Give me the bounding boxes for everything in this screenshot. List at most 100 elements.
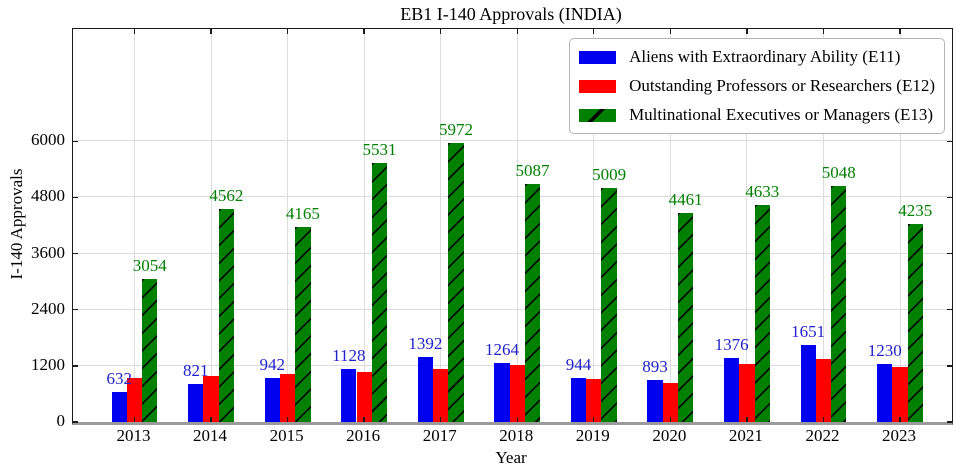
x-tick-bottom-icon <box>286 417 289 422</box>
gridline-vertical <box>822 29 824 422</box>
x-tick-label: 2016 <box>346 426 381 445</box>
gridline-vertical <box>899 29 901 422</box>
bar-e13-2019 <box>601 187 617 422</box>
bar-value-label: 942 <box>259 354 286 374</box>
bar-value-label: 4235 <box>898 200 933 220</box>
gridline-vertical <box>669 29 671 422</box>
x-tick-label: 2020 <box>652 426 687 445</box>
bar-e11-2022 <box>800 344 816 422</box>
bar-e13-2018 <box>524 184 541 422</box>
x-tick-top-icon <box>822 29 825 34</box>
x-tick-label: 2015 <box>269 426 304 445</box>
bar-value-label: 1128 <box>332 346 366 366</box>
bar-e11-2020 <box>647 380 663 422</box>
bar-value-label: 4165 <box>285 204 320 224</box>
y-tick-right-icon <box>947 140 952 142</box>
bar-e13-2017 <box>448 142 464 422</box>
bar-value-label: 821 <box>183 360 209 380</box>
bar-value-label: 632 <box>106 369 132 389</box>
gridline-vertical <box>746 29 748 422</box>
y-tick-label: 1200 <box>31 354 65 374</box>
legend: Aliens with Extraordinary Ability (E11) O… <box>569 38 945 135</box>
bar-e13-2021 <box>754 205 770 422</box>
x-tick-label: 2019 <box>575 426 610 445</box>
legend-swatch-e13-icon <box>579 108 617 122</box>
gridline-vertical <box>134 29 135 422</box>
x-tick-label: 2018 <box>499 426 534 445</box>
x-tick-top-icon <box>593 29 595 34</box>
bar-value-label: 893 <box>642 357 668 377</box>
y-tick-left-icon <box>73 252 78 255</box>
x-tick-label: 2021 <box>728 426 763 445</box>
bar-e12-2022 <box>815 358 832 422</box>
x-tick-top-icon <box>363 29 365 34</box>
y-tick-left-icon <box>73 196 78 199</box>
y-tick-label: 4800 <box>31 186 65 206</box>
gridline-horizontal <box>73 308 952 310</box>
x-tick-top-icon <box>669 29 672 34</box>
bar-e13-2013 <box>142 279 158 422</box>
y-tick-label: 6000 <box>31 130 65 150</box>
legend-item: Outstanding Professors or Researchers (E… <box>579 75 935 97</box>
x-tick-top-icon <box>440 29 442 34</box>
gridline-vertical <box>593 29 595 422</box>
bar-e11-2014 <box>188 383 204 422</box>
x-tick-bottom-icon <box>516 417 518 422</box>
bar-value-label: 1230 <box>867 341 902 361</box>
x-tick-label: 2017 <box>422 426 457 445</box>
x-tick-label: 2013 <box>116 426 151 445</box>
y-tick-right-icon <box>947 309 952 311</box>
bar-e12-2020 <box>662 382 678 422</box>
bar-value-label: 1264 <box>484 339 519 359</box>
bar-e11-2016 <box>341 369 357 422</box>
bar-e11-2017 <box>417 356 434 422</box>
x-tick-top-icon <box>133 29 136 34</box>
bar-e12-2023 <box>892 367 908 422</box>
y-tick-label: 2400 <box>31 298 65 318</box>
y-tick-right-icon <box>947 365 952 367</box>
bar-e13-2014 <box>218 208 234 422</box>
gridline-horizontal <box>73 196 952 198</box>
bar-value-label: 5087 <box>515 161 550 181</box>
bar-e12-2017 <box>433 369 449 422</box>
bar-e13-2023 <box>907 223 923 422</box>
legend-swatch-e11-icon <box>579 50 617 64</box>
bar-e11-2018 <box>494 362 510 422</box>
bar-e12-2016 <box>356 372 372 422</box>
y-tick-left-icon <box>73 365 78 367</box>
y-axis-label: I-140 Approvals <box>7 168 26 280</box>
plot-area: Aliens with Extraordinary Ability (E11) O… <box>72 28 953 425</box>
y-tick-right-icon <box>947 421 952 423</box>
bar-e13-2016 <box>371 163 388 422</box>
x-tick-bottom-icon <box>363 417 365 422</box>
legend-label: Outstanding Professors or Researchers (E… <box>629 76 935 96</box>
bar-e11-2015 <box>264 377 280 422</box>
x-tick-top-icon <box>210 29 212 34</box>
x-tick-label: 2023 <box>882 426 916 445</box>
x-tick-top-icon <box>286 29 289 34</box>
bar-e13-2022 <box>831 185 847 422</box>
bar-e11-2013 <box>111 392 127 422</box>
gridline-horizontal <box>73 252 952 254</box>
bar-value-label: 1376 <box>714 334 749 354</box>
y-tick-label: 3600 <box>31 242 65 262</box>
y-tick-left-icon <box>73 309 78 311</box>
bar-value-label: 5048 <box>821 162 856 182</box>
x-tick-top-icon <box>516 29 518 34</box>
bar-e12-2021 <box>739 364 755 422</box>
bar-e11-2023 <box>877 364 893 422</box>
bar-e11-2021 <box>723 357 740 422</box>
bar-value-label: 5531 <box>362 140 397 160</box>
bar-value-label: 944 <box>565 354 592 374</box>
gridline-vertical <box>363 29 365 422</box>
y-tick-left-icon <box>73 421 78 423</box>
legend-label: Aliens with Extraordinary Ability (E11) <box>629 47 901 66</box>
y-tick-right-icon <box>947 196 952 199</box>
legend-item: Multinational Executives or Managers (E1… <box>579 104 935 126</box>
bar-e11-2019 <box>570 377 587 422</box>
bar-value-label: 4562 <box>209 185 244 205</box>
bar-value-label: 1392 <box>408 333 443 353</box>
legend-item: Aliens with Extraordinary Ability (E11) <box>579 46 935 68</box>
bar-value-label: 3054 <box>132 256 167 276</box>
